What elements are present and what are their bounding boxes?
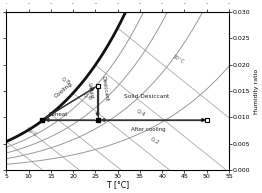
- Text: 0.8: 0.8: [60, 77, 71, 86]
- Y-axis label: Humidity ratio: Humidity ratio: [254, 68, 259, 114]
- Text: Solid Desiccant: Solid Desiccant: [124, 94, 170, 99]
- Text: Cooling: Cooling: [53, 81, 73, 99]
- Text: Liquid: Liquid: [86, 82, 94, 99]
- Text: Desiccant: Desiccant: [101, 75, 109, 102]
- Text: 0.2: 0.2: [149, 137, 160, 146]
- Text: Reheat: Reheat: [48, 112, 68, 117]
- Text: 30°C: 30°C: [171, 53, 185, 65]
- X-axis label: T [°C]: T [°C]: [107, 180, 129, 190]
- Text: 10°C: 10°C: [24, 127, 38, 138]
- Text: 0.4: 0.4: [135, 108, 146, 117]
- Text: 0.6: 0.6: [82, 92, 93, 102]
- Text: After cooling: After cooling: [131, 127, 166, 132]
